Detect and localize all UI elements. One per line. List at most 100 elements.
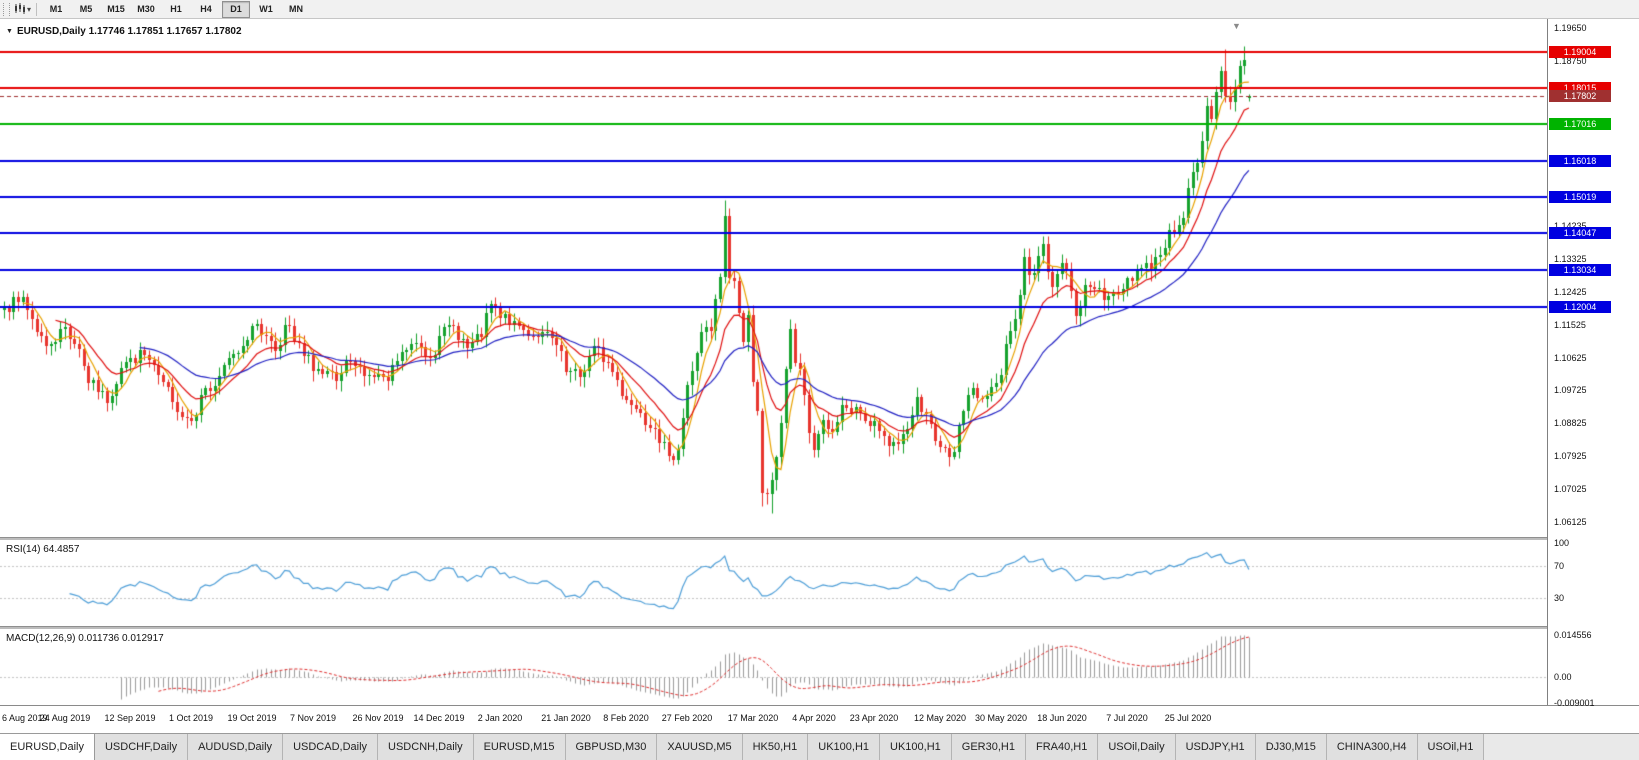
chart-tab-bar: EURUSD,Daily USDCHF,Daily AUDUSD,Daily USDC… [0, 733, 1639, 760]
price-tick-label: 1.06125 [1554, 517, 1587, 527]
date-axis-label: 30 May 2020 [974, 713, 1028, 723]
chart-type-icon[interactable] [13, 3, 27, 16]
rsi-title: RSI(14) [6, 544, 41, 555]
price-chart-canvas[interactable] [0, 19, 1547, 537]
timeframe-button-d1[interactable]: D1 [222, 0, 251, 18]
price-tick-label: 1.08825 [1554, 418, 1587, 428]
chart-shift-marker-icon[interactable]: ▼ [1232, 21, 1241, 31]
price-tick-label: 1.10625 [1554, 353, 1587, 363]
price-chart-panel: ▼ EURUSD,Daily 1.17746 1.17851 1.17657 1.… [0, 19, 1547, 537]
price-tick-label: 1.09725 [1554, 385, 1587, 395]
chart-tab-xauusd-m5[interactable]: XAUUSD,M5 [657, 734, 743, 760]
chart-collapse-arrow-icon[interactable]: ▼ [6, 28, 13, 35]
rsi-tick-label: 30 [1554, 593, 1565, 603]
price-tick-label: 1.19650 [1554, 23, 1587, 33]
chart-tab-usdchf-daily[interactable]: USDCHF,Daily [94, 734, 189, 760]
timeframe-button-m5[interactable]: M5 [79, 4, 93, 14]
date-axis-label: 21 Jan 2020 [541, 713, 591, 723]
timeframe-button-h1[interactable]: H1 [170, 4, 182, 14]
date-axis-label: 6 Aug 2019 [2, 713, 48, 723]
panel-divider[interactable] [0, 626, 1639, 629]
date-axis-label: 4 Apr 2020 [792, 713, 836, 723]
date-axis-label: 1 Oct 2019 [168, 713, 214, 723]
chart-ohlc-text: EURUSD,Daily 1.17746 1.17851 1.17657 1.1… [16, 26, 242, 37]
chart-tab-usoil-h1[interactable]: USOil,H1 [1417, 734, 1485, 760]
chart-tab-uk100-h1[interactable]: UK100,H1 [880, 734, 952, 760]
price-level-badge: 1.14047 [1549, 227, 1611, 239]
toolbar-grip[interactable] [3, 2, 10, 16]
current-price-badge: 1.17802 [1549, 90, 1611, 102]
chart-tab-usoil-daily[interactable]: USOil,Daily [1098, 734, 1176, 760]
rsi-canvas[interactable] [0, 540, 1547, 626]
macd-tick-label: -0.009001 [1554, 698, 1595, 708]
date-axis-label: 12 Sep 2019 [104, 713, 156, 723]
date-axis-label: 27 Feb 2020 [661, 713, 713, 723]
chart-tab-usdjpy-h1[interactable]: USDJPY,H1 [1175, 734, 1256, 760]
macd-tick-label: 0.00 [1554, 672, 1572, 682]
date-axis-label: 7 Nov 2019 [289, 713, 337, 723]
price-level-badge: 1.15019 [1549, 191, 1611, 203]
timeframe-button-h4[interactable]: H4 [200, 4, 212, 14]
price-level-badge: 1.16018 [1549, 155, 1611, 167]
timeframe-button-m1[interactable]: M1 [49, 4, 63, 14]
macd-label: MACD(12,26,9) 0.011736 0.012917 [6, 633, 164, 644]
price-tick-label: 1.14235 [1554, 221, 1587, 231]
date-axis-label: 14 Dec 2019 [413, 713, 465, 723]
timeframe-toolbar: ▾ M1 M5 M15 M30 H1 H4 D1 W1 MN [0, 0, 1639, 19]
chevron-down-icon[interactable]: ▾ [27, 4, 32, 14]
macd-title: MACD(12,26,9) [6, 633, 76, 644]
timeframe-button-m15[interactable]: M15 [107, 4, 125, 14]
price-tick-label: 1.12425 [1554, 287, 1587, 297]
panel-divider[interactable] [0, 537, 1639, 540]
price-level-badge: 1.13034 [1549, 264, 1611, 276]
timeframe-button-mn[interactable]: MN [289, 4, 304, 14]
timeframe-buttons-group: M1 M5 M15 M30 H1 H4 D1 W1 MN [42, 0, 310, 18]
macd-value: 0.011736 0.012917 [78, 633, 164, 644]
candlestick-icon [15, 3, 25, 14]
price-tick-label: 1.11525 [1554, 320, 1586, 330]
rsi-value: 64.4857 [43, 544, 80, 555]
date-axis[interactable]: 6 Aug 2019 24 Aug 2019 12 Sep 2019 1 Oct 20… [0, 705, 1639, 733]
chart-tab-hk50-h1[interactable]: HK50,H1 [742, 734, 809, 760]
timeframe-button-m30[interactable]: M30 [137, 4, 155, 14]
chart-tab-eurusd-daily[interactable]: EURUSD,Daily [0, 734, 95, 760]
price-level-badge: 1.19004 [1549, 46, 1611, 58]
chart-tab-fra40-h1[interactable]: FRA40,H1 [1025, 734, 1099, 760]
date-axis-label: 25 Jul 2020 [1164, 713, 1212, 723]
chart-tab-eurusd-m15[interactable]: EURUSD,M15 [473, 734, 566, 760]
chart-tab-ger30-h1[interactable]: GER30,H1 [951, 734, 1026, 760]
rsi-label: RSI(14) 64.4857 [6, 544, 79, 555]
date-axis-label: 26 Nov 2019 [352, 713, 404, 723]
chart-tab-usdcnh-daily[interactable]: USDCNH,Daily [378, 734, 474, 760]
chart-tab-usdcad-daily[interactable]: USDCAD,Daily [283, 734, 379, 760]
date-axis-label: 12 May 2020 [913, 713, 967, 723]
macd-tick-label: 0.014556 [1554, 630, 1592, 640]
macd-canvas[interactable] [0, 629, 1547, 705]
price-level-badge: 1.17016 [1549, 118, 1611, 130]
rsi-tick-label: 70 [1554, 561, 1565, 571]
timeframe-button-w1[interactable]: W1 [259, 4, 273, 14]
chart-tab-audusd-daily[interactable]: AUDUSD,Daily [188, 734, 284, 760]
price-level-badge: 1.12004 [1549, 301, 1611, 313]
date-axis-label: 7 Jul 2020 [1106, 713, 1148, 723]
price-tick-label: 1.07925 [1554, 451, 1587, 461]
chart-title: ▼ EURUSD,Daily 1.17746 1.17851 1.17657 1.… [6, 26, 242, 37]
price-tick-label: 1.18750 [1554, 56, 1587, 66]
toolbar-separator [36, 2, 38, 16]
chart-tab-dj30-m15[interactable]: DJ30,M15 [1255, 734, 1327, 760]
date-axis-label: 2 Jan 2020 [477, 713, 523, 723]
chart-tab-uk100-h1[interactable]: UK100,H1 [808, 734, 881, 760]
date-axis-label: 19 Oct 2019 [227, 713, 277, 723]
date-axis-label: 18 Jun 2020 [1037, 713, 1087, 723]
price-tick-label: 1.13325 [1554, 254, 1587, 264]
date-axis-label: 8 Feb 2020 [603, 713, 649, 723]
macd-indicator-panel: MACD(12,26,9) 0.011736 0.012917 [0, 629, 1547, 705]
date-axis-label: 24 Aug 2019 [39, 713, 91, 723]
price-scale[interactable]: 1.19650 1.18750 1.14235 1.13325 1.12425 1.115… [1547, 19, 1639, 708]
date-axis-label: 17 Mar 2020 [727, 713, 779, 723]
chart-tab-gbpusd-m30[interactable]: GBPUSD,M30 [565, 734, 658, 760]
price-tick-label: 1.07025 [1554, 484, 1587, 494]
chart-tab-china300-h4[interactable]: CHINA300,H4 [1326, 734, 1418, 760]
date-axis-label: 23 Apr 2020 [849, 713, 899, 723]
